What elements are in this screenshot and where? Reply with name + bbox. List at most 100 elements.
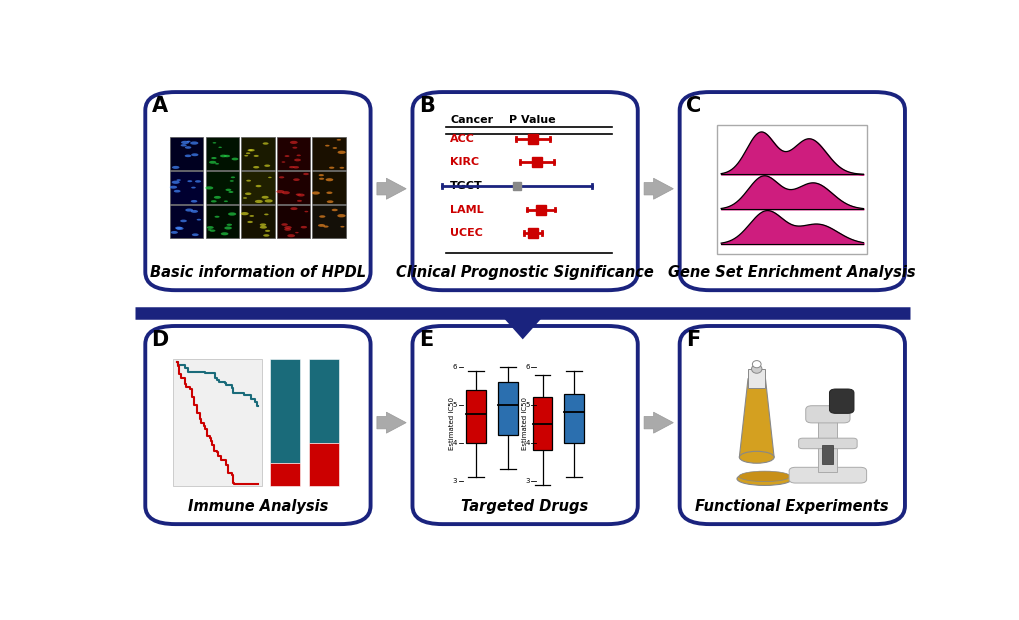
Ellipse shape	[255, 200, 263, 203]
Ellipse shape	[268, 177, 271, 178]
Bar	[206, 171, 238, 204]
FancyBboxPatch shape	[798, 438, 856, 449]
Ellipse shape	[260, 223, 266, 226]
Ellipse shape	[340, 226, 344, 228]
Ellipse shape	[289, 141, 298, 144]
Ellipse shape	[229, 180, 233, 182]
Ellipse shape	[244, 155, 248, 156]
Ellipse shape	[331, 209, 337, 211]
Ellipse shape	[297, 154, 301, 156]
Text: LAML: LAML	[449, 205, 483, 215]
Ellipse shape	[325, 178, 333, 181]
Ellipse shape	[329, 167, 334, 169]
Bar	[206, 205, 238, 237]
Ellipse shape	[751, 365, 761, 373]
Bar	[312, 205, 345, 237]
Ellipse shape	[205, 186, 213, 190]
Text: 5: 5	[452, 402, 457, 408]
Ellipse shape	[290, 207, 298, 210]
FancyBboxPatch shape	[145, 92, 370, 290]
FancyBboxPatch shape	[679, 326, 904, 524]
Ellipse shape	[215, 163, 219, 164]
Ellipse shape	[220, 154, 226, 157]
Text: Basic information of HPDL: Basic information of HPDL	[150, 265, 366, 280]
Ellipse shape	[176, 179, 180, 181]
Ellipse shape	[294, 232, 299, 233]
Ellipse shape	[176, 227, 183, 230]
Ellipse shape	[281, 223, 287, 226]
Polygon shape	[739, 378, 773, 458]
Bar	[170, 205, 203, 237]
FancyArrow shape	[377, 412, 406, 433]
Text: 5: 5	[525, 402, 529, 408]
Ellipse shape	[197, 219, 201, 221]
Bar	[172, 360, 262, 486]
Ellipse shape	[323, 226, 328, 228]
Ellipse shape	[170, 231, 177, 234]
Ellipse shape	[191, 187, 196, 188]
Ellipse shape	[228, 213, 236, 216]
Ellipse shape	[195, 180, 201, 183]
Text: ACC: ACC	[449, 134, 475, 144]
FancyBboxPatch shape	[412, 92, 637, 290]
Text: 3: 3	[452, 478, 457, 484]
Text: Cancer: Cancer	[449, 115, 492, 125]
Ellipse shape	[228, 191, 233, 193]
Ellipse shape	[287, 234, 294, 237]
Ellipse shape	[169, 186, 177, 188]
Ellipse shape	[211, 157, 216, 159]
Ellipse shape	[171, 180, 179, 184]
Bar	[309, 443, 339, 486]
Ellipse shape	[303, 173, 309, 175]
FancyBboxPatch shape	[412, 326, 637, 524]
FancyBboxPatch shape	[679, 92, 904, 290]
Ellipse shape	[230, 177, 235, 178]
Bar	[242, 171, 274, 204]
Text: 4: 4	[452, 440, 457, 446]
Bar	[309, 360, 339, 443]
Text: C: C	[686, 96, 700, 116]
Ellipse shape	[214, 196, 221, 199]
Text: P Value: P Value	[508, 115, 555, 125]
Ellipse shape	[337, 151, 345, 154]
Ellipse shape	[292, 166, 299, 169]
FancyArrow shape	[643, 178, 673, 199]
Text: Gene Set Enrichment Analysis: Gene Set Enrichment Analysis	[667, 265, 915, 280]
Ellipse shape	[263, 234, 269, 237]
Ellipse shape	[184, 146, 192, 149]
Ellipse shape	[186, 141, 191, 142]
Ellipse shape	[190, 141, 198, 144]
Ellipse shape	[214, 216, 219, 218]
Ellipse shape	[175, 226, 181, 229]
Ellipse shape	[224, 226, 231, 229]
Ellipse shape	[211, 200, 216, 203]
Ellipse shape	[261, 196, 268, 198]
Ellipse shape	[172, 166, 179, 169]
Text: 6: 6	[525, 364, 529, 370]
Ellipse shape	[288, 166, 294, 168]
Ellipse shape	[284, 228, 290, 231]
Text: Functional Experiments: Functional Experiments	[695, 498, 889, 513]
Ellipse shape	[208, 229, 211, 231]
Ellipse shape	[254, 155, 259, 157]
Text: D: D	[152, 330, 169, 350]
Text: Estimated IC50: Estimated IC50	[522, 397, 528, 450]
Ellipse shape	[209, 229, 215, 232]
Ellipse shape	[223, 155, 230, 157]
Ellipse shape	[249, 149, 255, 151]
Ellipse shape	[180, 219, 186, 222]
Ellipse shape	[212, 142, 216, 144]
Ellipse shape	[185, 208, 193, 211]
Ellipse shape	[240, 212, 249, 215]
Text: 3: 3	[525, 478, 529, 484]
Ellipse shape	[184, 154, 192, 157]
Bar	[564, 394, 584, 443]
Bar	[466, 390, 485, 443]
Ellipse shape	[173, 190, 180, 193]
Bar	[532, 397, 552, 450]
Ellipse shape	[292, 179, 300, 181]
Ellipse shape	[304, 211, 308, 212]
Ellipse shape	[264, 213, 268, 215]
Ellipse shape	[292, 147, 298, 149]
Text: TGCT: TGCT	[449, 181, 482, 191]
